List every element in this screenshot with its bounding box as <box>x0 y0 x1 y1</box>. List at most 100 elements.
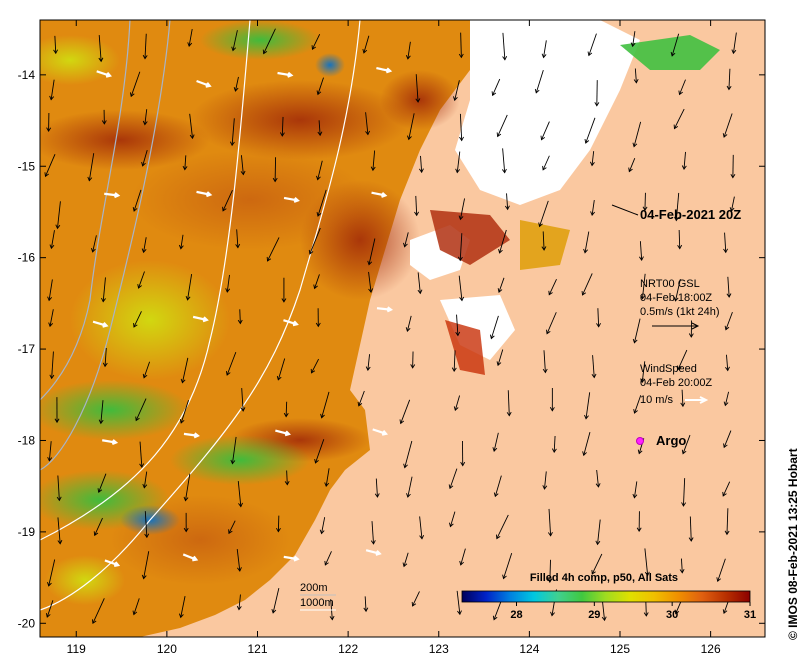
current-arrow <box>633 395 642 414</box>
wind-arrow <box>283 555 300 562</box>
current-arrow <box>410 351 416 369</box>
current-arrow <box>133 311 142 328</box>
isobath-200-label: 200m <box>300 582 328 594</box>
current-arrow <box>681 151 687 170</box>
current-arrow <box>56 475 62 502</box>
current-arrow <box>459 548 466 566</box>
current-arrow <box>673 108 685 130</box>
wind-arrow <box>196 79 212 88</box>
current-arrow <box>419 516 425 540</box>
current-arrow <box>57 517 63 545</box>
current-arrow <box>284 470 290 486</box>
current-arrow <box>644 548 650 577</box>
current-arrow <box>183 473 191 502</box>
wind-arrow <box>275 429 291 437</box>
current-arrow <box>272 157 278 183</box>
current-arrow <box>142 33 148 60</box>
current-arrow <box>674 192 680 222</box>
wind-arrow <box>183 432 200 439</box>
current-arrow <box>262 28 276 55</box>
current-arrow <box>231 30 238 52</box>
current-arrow <box>405 41 411 60</box>
current-arrow <box>632 121 642 148</box>
current-arrow <box>722 113 733 138</box>
current-arrow <box>329 599 335 621</box>
current-arrow <box>596 308 601 328</box>
x-axis-ticks: 119 120 121 122 123 124 125 126 <box>67 20 721 656</box>
current-arrow <box>591 553 603 575</box>
current-arrow <box>498 229 507 254</box>
current-arrow <box>178 234 184 250</box>
current-arrow <box>584 117 596 144</box>
wind-arrow <box>182 553 199 562</box>
argo-marker[interactable] <box>636 437 644 445</box>
current-arrow <box>640 273 646 300</box>
y-axis-ticks: -14 -15 -16 -17 -18 -19 -20 <box>18 68 765 630</box>
current-arrow <box>730 154 736 179</box>
current-arrow <box>137 271 145 289</box>
current-arrow <box>363 596 369 613</box>
current-arrow <box>179 400 189 424</box>
colorbar-tick-label: 31 <box>744 609 756 621</box>
current-arrow <box>716 558 726 583</box>
current-arrow <box>98 400 104 425</box>
current-arrow <box>91 598 105 625</box>
current-arrow <box>415 74 421 103</box>
colorbar-ticks: 28 29 30 31 <box>510 602 756 621</box>
current-arrow <box>316 160 323 181</box>
current-arrow <box>595 469 601 488</box>
isobath-1000-label: 1000m <box>300 597 334 609</box>
current-arrow <box>729 196 735 212</box>
current-arrow <box>229 118 235 147</box>
current-arrow <box>405 315 412 332</box>
current-arrow <box>636 511 642 533</box>
current-arrow <box>502 32 508 61</box>
current-arrow <box>317 120 323 137</box>
current-arrow <box>681 434 691 455</box>
current-arrow <box>460 441 466 467</box>
current-arrow <box>187 28 193 47</box>
y-tick-label: -17 <box>18 342 36 356</box>
current-arrow <box>225 351 237 376</box>
y-tick-label: -16 <box>18 251 36 265</box>
current-arrow <box>53 35 59 55</box>
current-arrow <box>98 35 104 63</box>
current-arrow <box>688 516 694 542</box>
current-arrow <box>55 201 61 230</box>
wind-arrow <box>365 549 382 556</box>
current-arrow <box>506 390 512 417</box>
current-arrow <box>357 390 365 407</box>
current-arrow <box>632 318 641 344</box>
current-arrow <box>583 231 590 254</box>
map-layers <box>40 20 765 637</box>
current-arrow <box>640 361 646 384</box>
current-arrow <box>496 514 509 540</box>
current-arrow <box>591 355 597 379</box>
wind-arrow <box>196 190 213 198</box>
colorbar-bar <box>461 590 751 603</box>
current-arrow <box>547 508 553 537</box>
current-arrow <box>142 109 148 126</box>
current-arrow <box>141 150 148 167</box>
current-arrow <box>723 232 729 254</box>
y-tick-label: -19 <box>18 525 36 539</box>
wind-arrow <box>283 196 300 203</box>
current-arrow <box>551 435 557 454</box>
current-legend: NRT00 GSL 04-Feb 18:00Z 0.5m/s (1kt 24h) <box>640 278 719 330</box>
wind-legend-line1: WindSpeed <box>640 363 697 375</box>
current-arrow <box>417 272 423 295</box>
wind-arrow <box>277 71 294 78</box>
current-arrow <box>688 320 694 338</box>
current-arrow <box>374 478 380 498</box>
current-arrow <box>316 189 327 217</box>
current-arrow <box>370 150 376 172</box>
current-arrow <box>276 358 286 381</box>
current-arrow <box>230 436 237 465</box>
wind-arrow <box>92 320 109 328</box>
current-arrow <box>549 388 555 412</box>
current-arrow <box>541 40 547 59</box>
current-arrow <box>233 76 239 92</box>
current-arrow <box>142 361 151 379</box>
current-arrow <box>459 113 464 142</box>
current-arrow <box>316 77 324 96</box>
